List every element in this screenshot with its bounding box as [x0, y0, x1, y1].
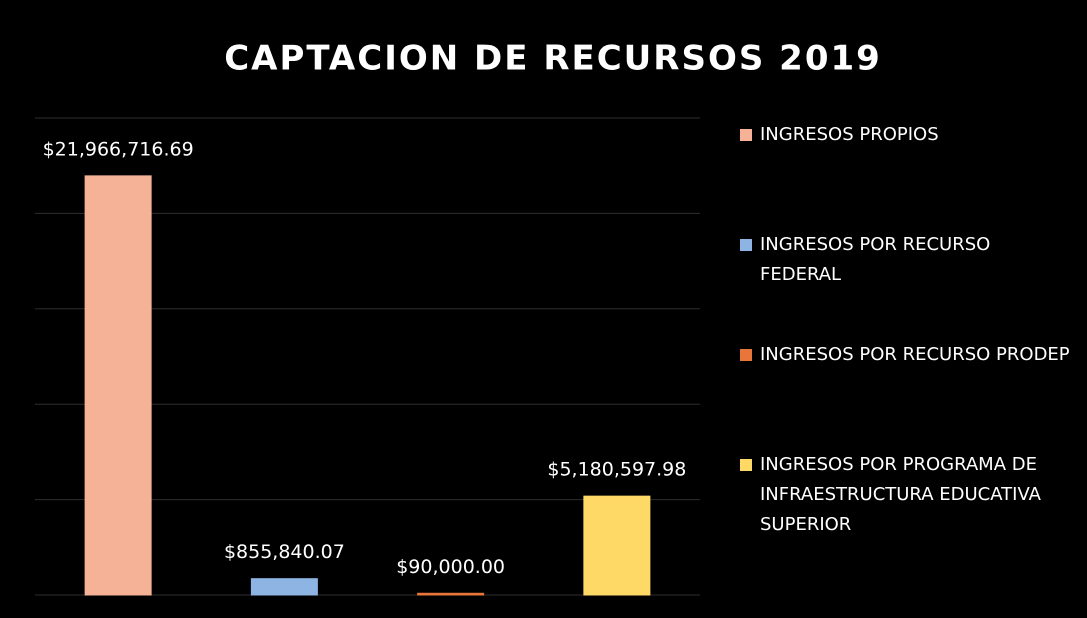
data-label: $5,180,597.98 [547, 459, 686, 481]
data-label: $855,840.07 [224, 541, 345, 563]
legend-label: INGRESOS PROPIOS [760, 124, 939, 145]
data-label: $90,000.00 [396, 556, 505, 578]
legend-item: INGRESOS POR RECURSO PRODEP [740, 340, 1070, 370]
bar [250, 578, 318, 596]
legend-label: INGRESOS POR PROGRAMA DE INFRAESTRUCTURA… [760, 454, 1041, 535]
data-label: $21,966,716.69 [43, 138, 194, 160]
bar [417, 592, 485, 596]
legend-label: INGRESOS POR RECURSO PRODEP [760, 344, 1070, 365]
legend-item: INGRESOS POR RECURSO FEDERAL [740, 230, 1070, 290]
chart-title: CAPTACION DE RECURSOS 2019 [224, 39, 882, 79]
legend-item: INGRESOS POR PROGRAMA DE INFRAESTRUCTURA… [740, 450, 1070, 540]
legend-swatch [740, 459, 752, 471]
bar [84, 175, 152, 596]
legend-swatch [740, 129, 752, 141]
legend-label: INGRESOS POR RECURSO FEDERAL [760, 234, 991, 285]
legend-swatch [740, 239, 752, 251]
legend-item: INGRESOS PROPIOS [740, 120, 1070, 150]
legend-swatch [740, 349, 752, 361]
bar [583, 495, 651, 596]
